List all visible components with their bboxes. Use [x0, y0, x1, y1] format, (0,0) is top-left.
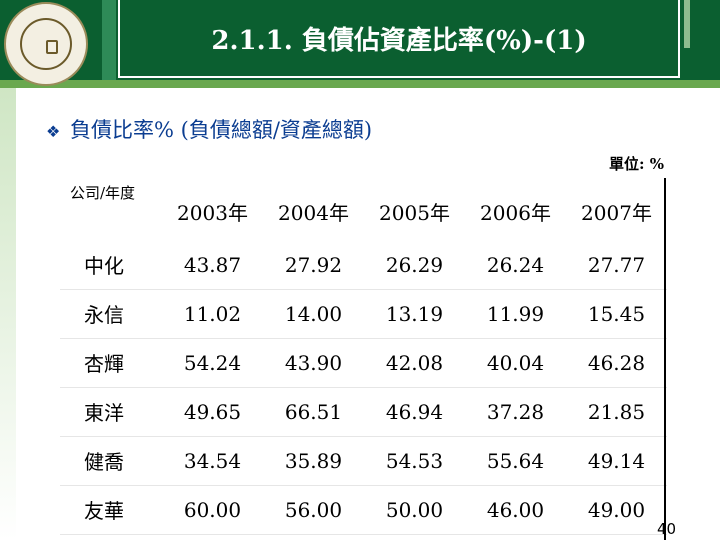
table-cell: 34.54 [162, 436, 263, 486]
table-cell: 50.00 [364, 485, 465, 535]
title-box: 2.1.1. 負債佔資產比率(%)-(1) [118, 0, 680, 78]
table-cell: 66.51 [263, 387, 364, 437]
table-cell: 26.29 [364, 240, 465, 290]
table-row: 健喬 34.54 35.89 54.53 55.64 49.14 [60, 436, 667, 486]
table-cell: 60.00 [162, 485, 263, 535]
year-header: 2007年 [566, 176, 667, 241]
seal-inner-ring [20, 18, 72, 70]
table-row: 杏輝 54.24 43.90 42.08 40.04 46.28 [60, 338, 667, 388]
company-name: 杏輝 [60, 338, 162, 388]
table-cell: 49.14 [566, 436, 667, 486]
company-name: 友華 [60, 485, 162, 535]
table-cell: 46.94 [364, 387, 465, 437]
header-accent-bar [684, 0, 690, 48]
table-cell: 13.19 [364, 289, 465, 339]
bullet-line: ❖ 負債比率% (負債總額/資產總額) [46, 114, 372, 144]
table-cell: 46.00 [465, 485, 566, 535]
year-header: 2005年 [364, 176, 465, 241]
debt-ratio-table: 公司/年度 2003年 2004年 2005年 2006年 2007年 中化 4… [60, 176, 667, 535]
table-cell: 37.28 [465, 387, 566, 437]
table-row: 東洋 49.65 66.51 46.94 37.28 21.85 [60, 387, 667, 437]
table-cell: 11.02 [162, 289, 263, 339]
year-header: 2004年 [263, 176, 364, 241]
corner-header: 公司/年度 [60, 176, 162, 241]
table-cell: 15.45 [566, 289, 667, 339]
table-row: 中化 43.87 27.92 26.29 26.24 27.77 [60, 240, 667, 290]
table-right-rule [664, 178, 666, 540]
header-stripe [0, 80, 720, 88]
table-header-row: 公司/年度 2003年 2004年 2005年 2006年 2007年 [60, 176, 667, 241]
table-cell: 43.90 [263, 338, 364, 388]
table-cell: 54.24 [162, 338, 263, 388]
table-cell: 46.28 [566, 338, 667, 388]
table-cell: 21.85 [566, 387, 667, 437]
table-cell: 14.00 [263, 289, 364, 339]
year-header: 2006年 [465, 176, 566, 241]
table-cell: 27.92 [263, 240, 364, 290]
unit-label: 單位: % [608, 155, 664, 173]
seal-emblem [46, 40, 58, 54]
table-cell: 27.77 [566, 240, 667, 290]
table-cell: 56.00 [263, 485, 364, 535]
table-cell: 35.89 [263, 436, 364, 486]
table-cell: 49.65 [162, 387, 263, 437]
company-name: 東洋 [60, 387, 162, 437]
bullet-text: 負債比率% (負債總額/資產總額) [70, 118, 373, 142]
company-name: 健喬 [60, 436, 162, 486]
table-cell: 54.53 [364, 436, 465, 486]
table-cell: 40.04 [465, 338, 566, 388]
left-accent-strip [0, 88, 16, 540]
year-header: 2003年 [162, 176, 263, 241]
page-number: 40 [657, 520, 677, 538]
table-cell: 26.24 [465, 240, 566, 290]
header-divider [102, 0, 116, 80]
slide-title: 2.1.1. 負債佔資產比率(%)-(1) [211, 26, 587, 56]
table-cell: 55.64 [465, 436, 566, 486]
company-name: 永信 [60, 289, 162, 339]
table-cell: 43.87 [162, 240, 263, 290]
table-cell: 42.08 [364, 338, 465, 388]
diamond-bullet-icon: ❖ [46, 122, 61, 141]
table-row: 友華 60.00 56.00 50.00 46.00 49.00 [60, 485, 667, 535]
company-name: 中化 [60, 240, 162, 290]
table-row: 永信 11.02 14.00 13.19 11.99 15.45 [60, 289, 667, 339]
table-cell: 49.00 [566, 485, 667, 535]
table-cell: 11.99 [465, 289, 566, 339]
university-seal-icon [4, 2, 88, 86]
